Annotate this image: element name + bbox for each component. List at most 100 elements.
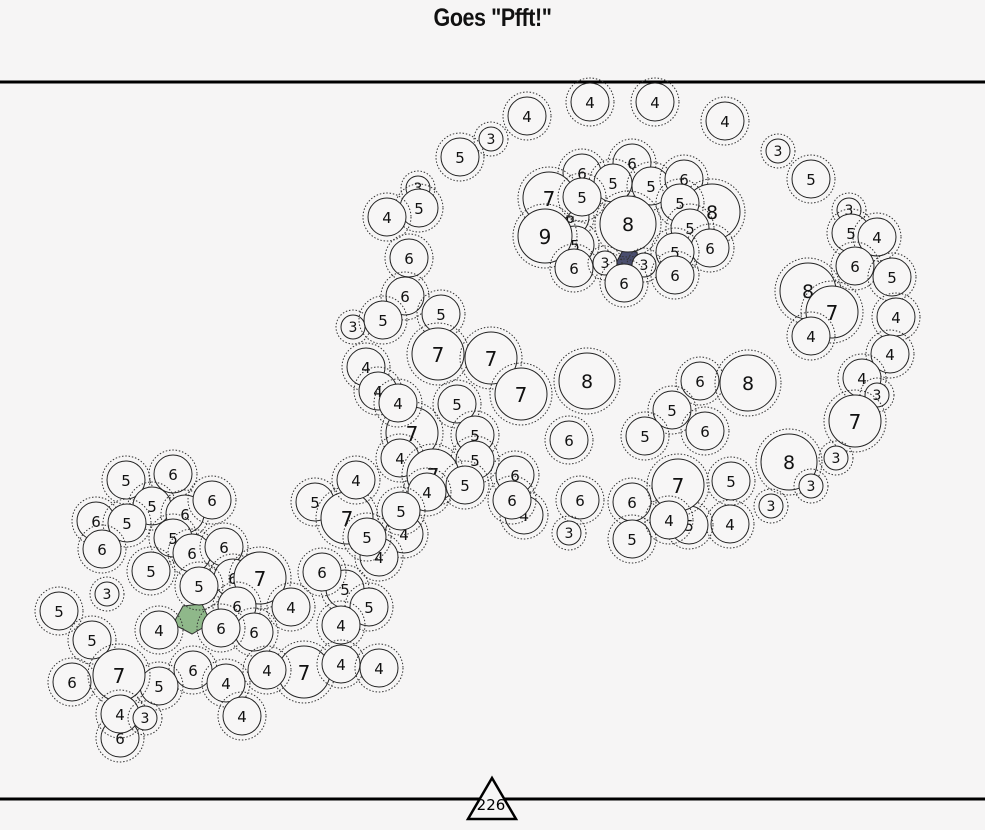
cell-circle[interactable] (710, 504, 750, 544)
cell-circle[interactable] (271, 587, 311, 627)
cell-76[interactable]: 6 (555, 475, 605, 525)
cell-81[interactable]: 4 (705, 499, 755, 549)
cell-circle[interactable] (39, 591, 79, 631)
cell-circle[interactable] (52, 662, 92, 702)
cell-circle[interactable] (336, 460, 376, 500)
cell-100[interactable]: 5 (102, 498, 152, 548)
cell-51[interactable]: 7 (406, 322, 470, 386)
cell-46[interactable]: 4 (865, 329, 915, 379)
cell-0[interactable]: 4 (565, 77, 615, 127)
cell-87[interactable]: 4 (331, 455, 381, 505)
cell-120[interactable]: 6 (196, 603, 246, 653)
cell-40[interactable]: 5 (358, 295, 408, 345)
cell-circle[interactable] (106, 460, 146, 500)
cell-68[interactable]: 8 (755, 428, 823, 496)
cell-67[interactable]: 6 (544, 415, 594, 465)
cell-59[interactable]: 5 (620, 411, 670, 461)
cell-circle[interactable] (872, 257, 912, 297)
cell-circle[interactable] (363, 300, 403, 340)
cell-3[interactable]: 4 (700, 96, 750, 146)
cell-93[interactable]: 3 (551, 515, 587, 551)
cell-circle[interactable] (685, 411, 725, 451)
cell-circle[interactable] (655, 255, 695, 295)
cell-circle[interactable] (570, 82, 610, 122)
cell-31[interactable]: 4 (362, 192, 412, 242)
cell-104[interactable]: 6 (199, 522, 249, 572)
cell-circle[interactable] (437, 384, 477, 424)
cell-circle[interactable] (82, 529, 122, 569)
cell-95[interactable]: 5 (101, 455, 151, 505)
cell-circle[interactable] (599, 195, 657, 253)
cell-2[interactable]: 4 (502, 91, 552, 141)
cell-circle[interactable] (791, 316, 831, 356)
cell-117[interactable]: 5 (34, 586, 84, 636)
cell-circle[interactable] (440, 137, 480, 177)
cell-circle[interactable] (445, 465, 485, 505)
cell-80[interactable]: 5 (607, 514, 657, 564)
cell-circle[interactable] (760, 433, 818, 491)
cell-circle[interactable] (835, 246, 875, 286)
cell-28[interactable]: 6 (599, 258, 649, 308)
cell-circle[interactable] (556, 520, 582, 546)
cell-circle[interactable] (492, 480, 532, 520)
cell-circle[interactable] (321, 605, 361, 645)
cell-119[interactable]: 4 (134, 605, 184, 655)
cell-circle[interactable] (72, 620, 112, 660)
cell-circle[interactable] (378, 383, 418, 423)
cell-128[interactable]: 6 (47, 657, 97, 707)
cell-circle[interactable] (562, 177, 602, 217)
cell-75[interactable]: 3 (753, 488, 789, 524)
cell-45[interactable]: 4 (871, 292, 921, 342)
cell-44[interactable]: 4 (786, 311, 836, 361)
cell-84[interactable]: 4 (644, 495, 694, 545)
cell-133[interactable]: 3 (127, 700, 163, 736)
cell-101[interactable]: 6 (77, 524, 127, 574)
cell-circle[interactable] (554, 248, 594, 288)
cell-1[interactable]: 4 (630, 77, 680, 127)
cell-79[interactable]: 5 (706, 456, 756, 506)
cell-114[interactable]: 6 (297, 547, 347, 597)
cell-94[interactable]: 6 (148, 449, 198, 499)
cell-53[interactable]: 7 (489, 362, 553, 426)
cell-circle[interactable] (649, 500, 689, 540)
cell-113[interactable]: 5 (344, 582, 394, 632)
cell-72[interactable]: 5 (440, 460, 490, 510)
cell-77[interactable]: 6 (607, 477, 657, 527)
cell-118[interactable]: 5 (67, 615, 117, 665)
cell-37[interactable]: 6 (384, 233, 434, 283)
cell-4[interactable]: 3 (473, 121, 509, 157)
cell-circle[interactable] (828, 394, 882, 448)
cell-83[interactable]: 7 (646, 453, 710, 517)
cell-circle[interactable] (381, 491, 421, 531)
cell-5[interactable]: 5 (435, 132, 485, 182)
cell-circle[interactable] (758, 493, 784, 519)
cell-circle[interactable] (464, 331, 518, 385)
cell-circle[interactable] (549, 420, 589, 460)
cell-circle[interactable] (680, 361, 720, 401)
cell-49[interactable]: 7 (823, 389, 887, 453)
cell-circle[interactable] (179, 566, 219, 606)
cell-65[interactable]: 4 (373, 378, 423, 428)
cell-98[interactable]: 6 (187, 475, 237, 525)
cell-70[interactable]: 3 (793, 468, 829, 504)
cell-125[interactable]: 6 (168, 645, 218, 695)
cell-57[interactable]: 5 (647, 385, 697, 435)
cell-circle[interactable] (560, 480, 600, 520)
cell-122[interactable]: 4 (316, 639, 366, 689)
cell-124[interactable]: 4 (242, 645, 292, 695)
cell-circle[interactable] (478, 126, 504, 152)
cell-circle[interactable] (222, 696, 262, 736)
cell-circle[interactable] (131, 551, 171, 591)
cell-27[interactable]: 6 (650, 250, 700, 300)
cell-7[interactable]: 5 (786, 154, 836, 204)
cell-90[interactable]: 5 (342, 512, 392, 562)
cell-circle[interactable] (347, 517, 387, 557)
cell-circle[interactable] (507, 96, 547, 136)
cell-circle[interactable] (367, 197, 407, 237)
cell-circle[interactable] (247, 650, 287, 690)
cell-108[interactable]: 5 (174, 561, 224, 611)
cell-35[interactable]: 6 (830, 241, 880, 291)
cell-circle[interactable] (705, 101, 745, 141)
cell-6[interactable]: 3 (760, 133, 796, 169)
